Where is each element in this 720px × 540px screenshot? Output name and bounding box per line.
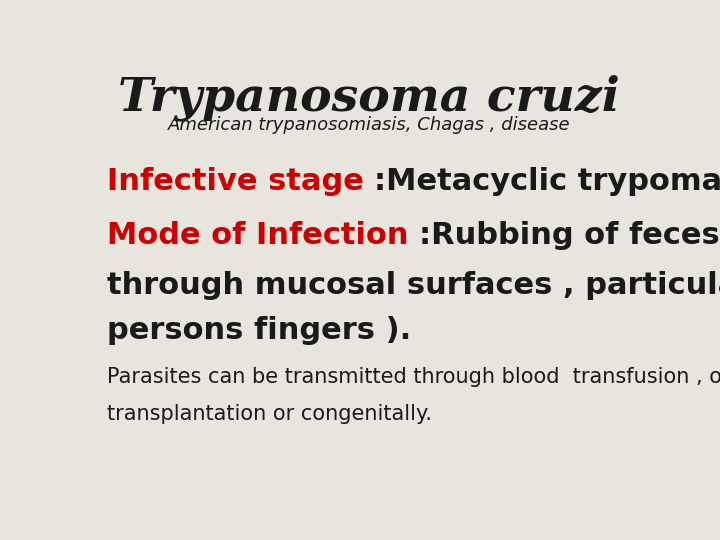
Text: American trypanosomiasis, Chagas , disease: American trypanosomiasis, Chagas , disea… [168, 116, 570, 134]
Text: :Metacyclic trypomastigotes: :Metacyclic trypomastigotes [374, 167, 720, 195]
Text: Mode of Infection: Mode of Infection [107, 221, 419, 250]
Text: Parasites can be transmitted through blood  transfusion , organ: Parasites can be transmitted through blo… [107, 367, 720, 387]
Text: through mucosal surfaces , particularly the conjunctiva  ( by: through mucosal surfaces , particularly … [107, 271, 720, 300]
Text: transplantation or congenitally.: transplantation or congenitally. [107, 404, 432, 424]
Text: persons fingers ).: persons fingers ). [107, 316, 411, 346]
Text: Infective stage: Infective stage [107, 167, 374, 195]
Text: :Rubbing of feces into the bite wound: :Rubbing of feces into the bite wound [419, 221, 720, 250]
Text: Trypanosoma cruzi: Trypanosoma cruzi [118, 75, 620, 122]
